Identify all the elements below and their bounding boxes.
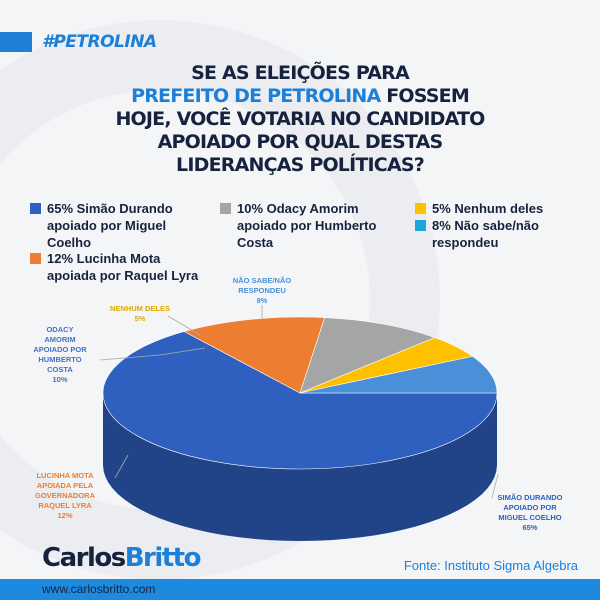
legend-item: 5% Nenhum deles xyxy=(415,200,575,217)
legend-item: 8% Não sabe/não respondeu xyxy=(415,217,555,251)
leader-line-1 xyxy=(114,454,129,479)
legend-item: 10% Odacy Amorim apoiado por Humberto Co… xyxy=(220,200,400,251)
legend-text: 5% Nenhum deles xyxy=(432,201,544,216)
tag-bar xyxy=(0,32,32,52)
legend-swatch xyxy=(30,203,41,214)
legend-swatch xyxy=(415,203,426,214)
data-label-4: NÃO SABE/NÃO RESPONDEU 8% xyxy=(233,276,292,305)
legend-swatch xyxy=(415,220,426,231)
legend-swatch xyxy=(30,253,41,264)
logo-a: Carlos xyxy=(42,543,126,573)
title-line: PREFEITO DE PETROLINA FOSSEM xyxy=(60,85,540,108)
legend-text: 8% Não sabe/não respondeu xyxy=(432,218,539,250)
legend-text: 12% Lucinha Mota apoiada por Raquel Lyra xyxy=(47,251,199,283)
chart-title: SE AS ELEIÇÕES PARA PREFEITO DE PETROLIN… xyxy=(60,62,540,177)
legend-swatch xyxy=(220,203,231,214)
pie-side-0 xyxy=(103,393,497,541)
source: Fonte: Instituto Sigma Algebra xyxy=(403,558,578,573)
leader-line-2 xyxy=(99,347,206,361)
title-line: APOIADO POR QUAL DESTAS xyxy=(157,131,444,153)
legend-text: 10% Odacy Amorim apoiado por Humberto Co… xyxy=(237,201,377,250)
legend-item: 12% Lucinha Mota apoiada por Raquel Lyra xyxy=(30,250,205,284)
legend-item: 65% Simão Durando apoiado por Miguel Coe… xyxy=(30,200,210,251)
leader-line-0 xyxy=(491,473,499,499)
data-label-1: LUCINHA MOTA APOIADA PELA GOVERNADORA RAQUE… xyxy=(35,471,96,520)
pie-slice-2 xyxy=(299,317,436,394)
logo-b: Britto xyxy=(124,543,202,573)
title-line: SE AS ELEIÇÕES PARA xyxy=(191,62,410,84)
legend-text: 65% Simão Durando apoiado por Miguel Coe… xyxy=(47,201,173,250)
footer-bar xyxy=(0,579,600,600)
title-highlight: PREFEITO DE PETROLINA xyxy=(131,85,381,107)
hashtag: #PETROLINA xyxy=(42,32,157,52)
data-label-2: ODACY AMORIM APOIADO POR HUMBERTO COSTA 10% xyxy=(33,325,87,384)
title-rest: FOSSEM xyxy=(380,85,470,107)
pie-slice-0 xyxy=(102,331,498,470)
title-line: LIDERANÇAS POLÍTICAS? xyxy=(176,154,425,176)
data-label-0: SIMÃO DURANDO APOIADO POR MIGUEL COELHO 65% xyxy=(498,493,563,532)
logo: CarlosBritto xyxy=(42,543,202,573)
legend: 65% Simão Durando apoiado por Miguel Coe… xyxy=(30,200,580,300)
pie-slice-1 xyxy=(183,316,326,394)
website-link[interactable]: www.carlosbritto.com xyxy=(42,582,156,596)
title-line: HOJE, VOCÊ VOTARIA NO CANDIDATO xyxy=(115,108,485,130)
data-label-3: NENHUM DELES 5% xyxy=(110,304,170,323)
pie-slice-4 xyxy=(299,356,498,394)
leader-line-3 xyxy=(167,315,201,336)
